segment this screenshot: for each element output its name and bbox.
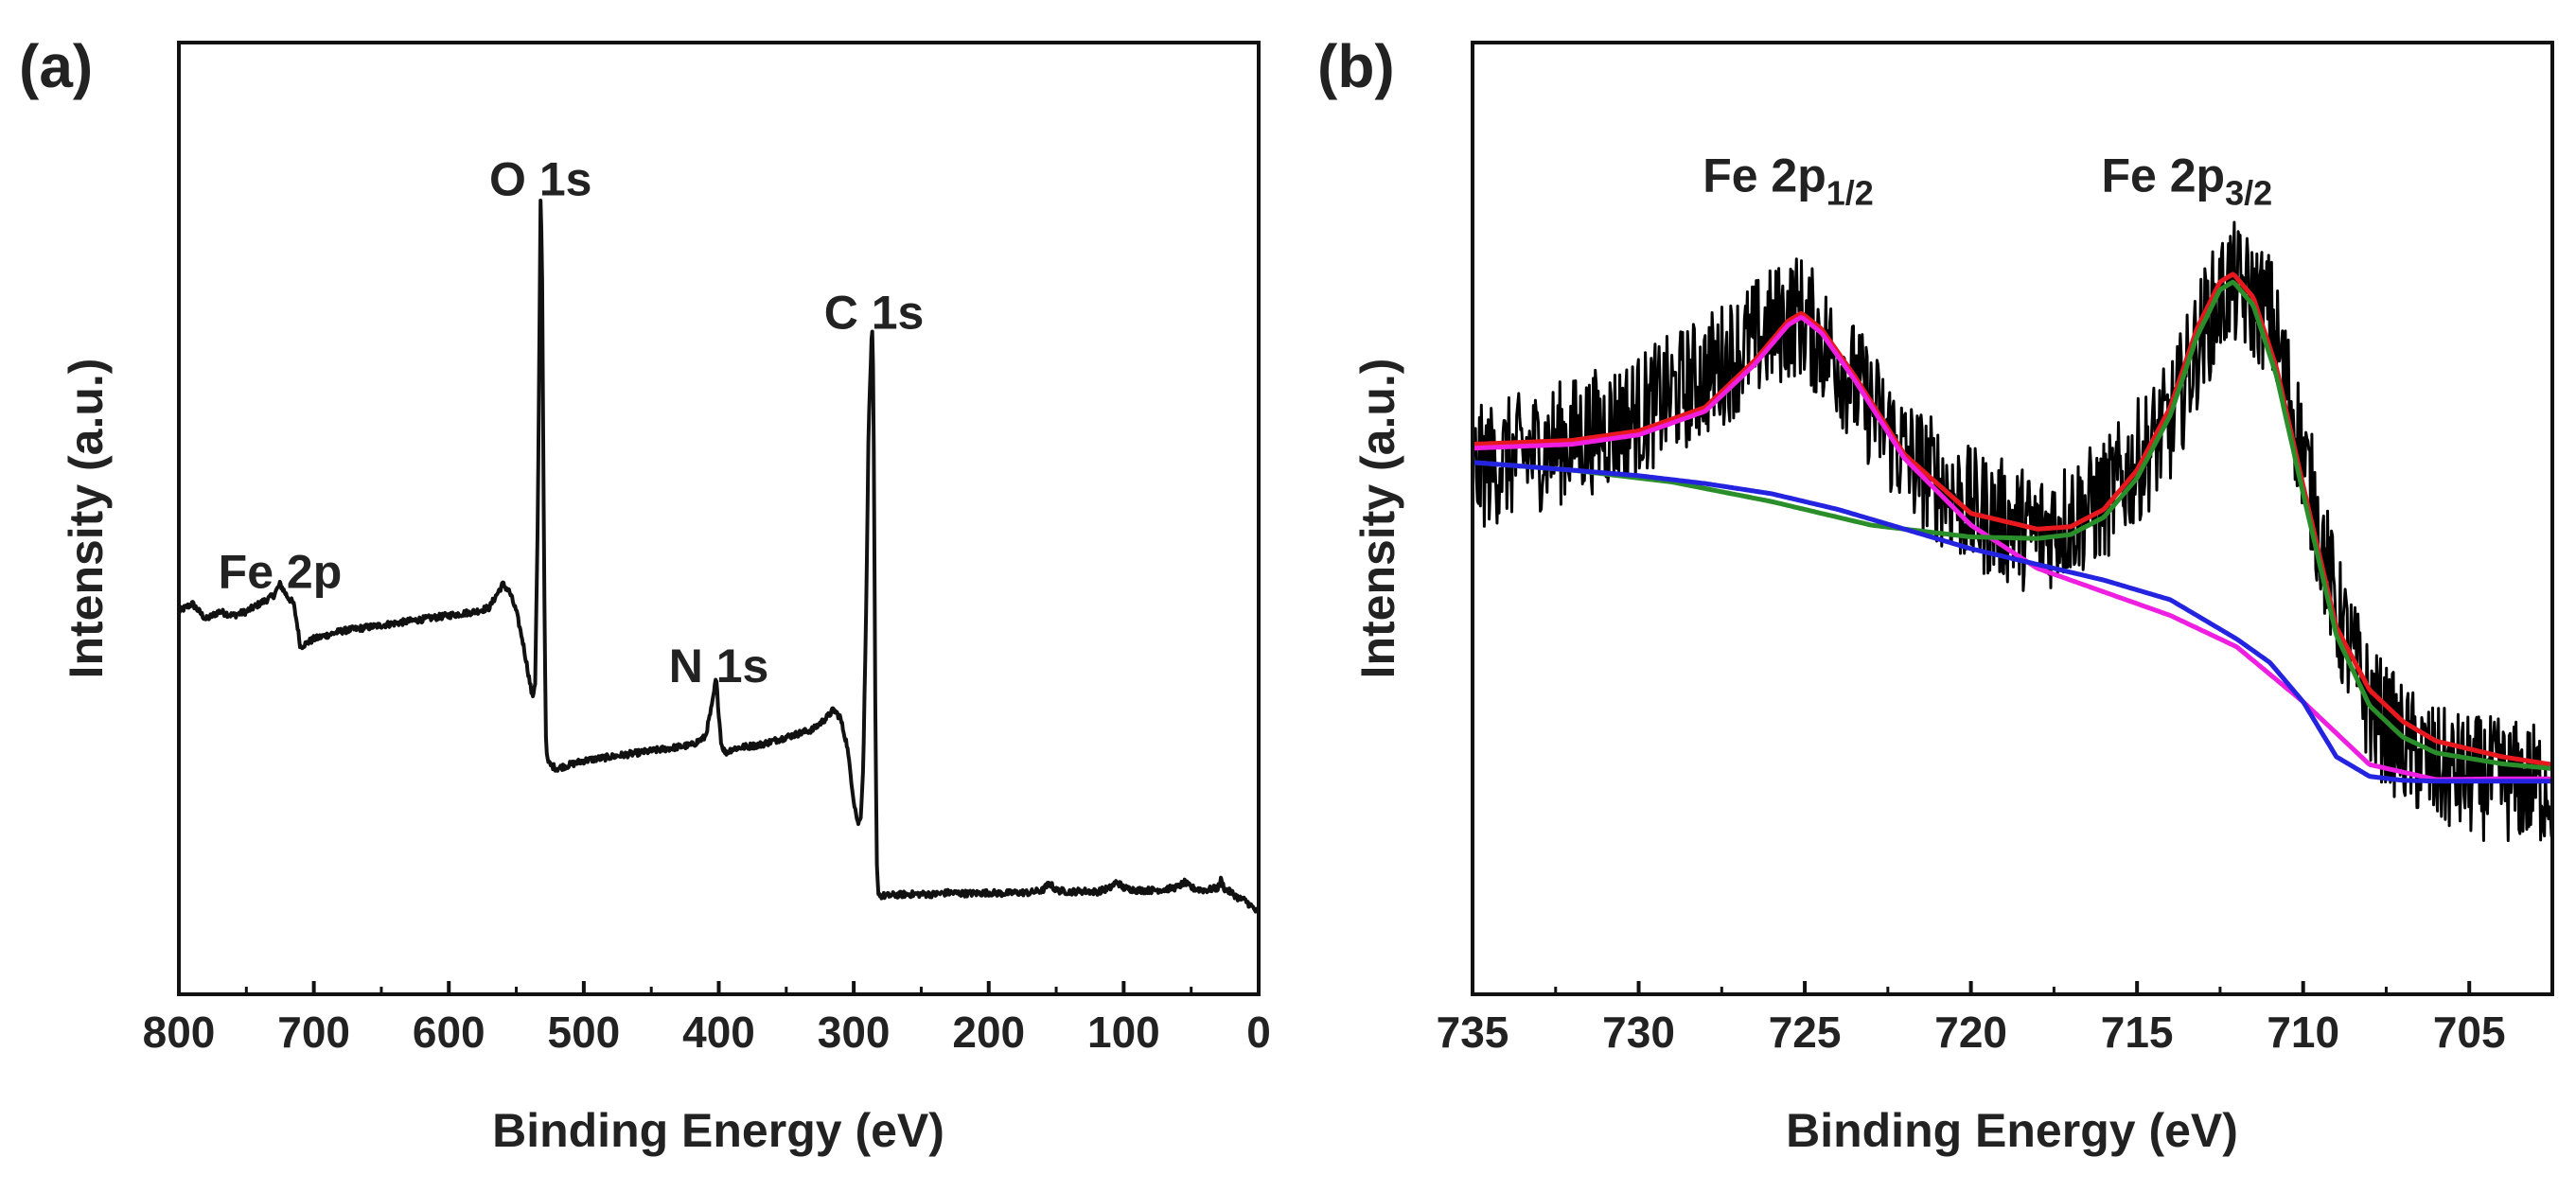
panel-b-series-envelope-fit (1472, 272, 2553, 767)
panel-b-series-raw-data (1471, 220, 2554, 843)
panel-b-plot-frame (1471, 41, 2554, 996)
panel-a-x-axis-title: Binding Energy (eV) (492, 1104, 944, 1157)
panel-b-x-tick-label-735: 735 (1437, 1008, 1509, 1057)
panel-a-x-ticks: 800 700 600 500 400 300 200 100 0 (143, 981, 1271, 1057)
panel-b-x-tick-label-725: 725 (1769, 1008, 1842, 1057)
panel-b-series-background (1472, 460, 2553, 784)
panel-a-annotation-o-1s: O 1s (489, 153, 591, 206)
panel-b-x-tick-label-705: 705 (2433, 1008, 2506, 1057)
panel-a-x-tick-label-100: 100 (1087, 1008, 1160, 1057)
panel-b-x-tick-label-710: 710 (2267, 1008, 2339, 1057)
panel-b-annotation-fe-2p-3-2: Fe 2p3/2 (2101, 149, 2272, 212)
panel-b-x-tick-label-730: 730 (1602, 1008, 1675, 1057)
panel-a-survey-spectrum: (a) 800 700 600 500 400 300 200 100 0 Fe 2p O 1s N… (19, 32, 1271, 1157)
panel-a-x-tick-label-500: 500 (548, 1008, 621, 1057)
panel-a-plot-frame (177, 41, 1261, 996)
panel-b-x-ticks: 735 730 725 720 715 710 705 (1437, 981, 2554, 1057)
panel-b-label: (b) (1317, 32, 1395, 100)
panel-a-label: (a) (19, 32, 93, 100)
panel-a-annotation-fe-2p: Fe 2p (219, 546, 343, 599)
panel-b-fe2p-spectrum: (b) 735 730 725 720 715 710 705 Fe 2p1/2 Fe 2p3… (1317, 32, 2554, 1157)
panel-b-x-axis-title: Binding Energy (eV) (1786, 1104, 2238, 1157)
panel-a-x-tick-label-600: 600 (413, 1008, 485, 1057)
panel-a-y-axis-title: Intensity (a.u.) (60, 359, 113, 679)
panel-a-x-tick-label-0: 0 (1246, 1008, 1271, 1057)
panel-b-x-tick-label-715: 715 (2101, 1008, 2174, 1057)
panel-a-x-tick-label-800: 800 (143, 1008, 216, 1057)
panel-a-x-tick-label-200: 200 (952, 1008, 1025, 1057)
panel-b-x-tick-label-720: 720 (1934, 1008, 2007, 1057)
panel-b-annotation-fe-2p-1-2: Fe 2p1/2 (1703, 149, 1874, 212)
panel-a-annotation-n-1s: N 1s (669, 640, 769, 692)
panel-a-annotation-c-1s: C 1s (824, 287, 925, 340)
panel-a-x-tick-label-700: 700 (277, 1008, 350, 1057)
panel-a-x-tick-label-400: 400 (682, 1008, 755, 1057)
panel-a-series-survey-spectrum (177, 199, 1261, 914)
panel-b-y-axis-title: Intensity (a.u.) (1351, 359, 1404, 679)
panel-a-x-tick-label-300: 300 (818, 1008, 891, 1057)
panel-b-series-fe-2p1-2-component (1472, 315, 2553, 782)
